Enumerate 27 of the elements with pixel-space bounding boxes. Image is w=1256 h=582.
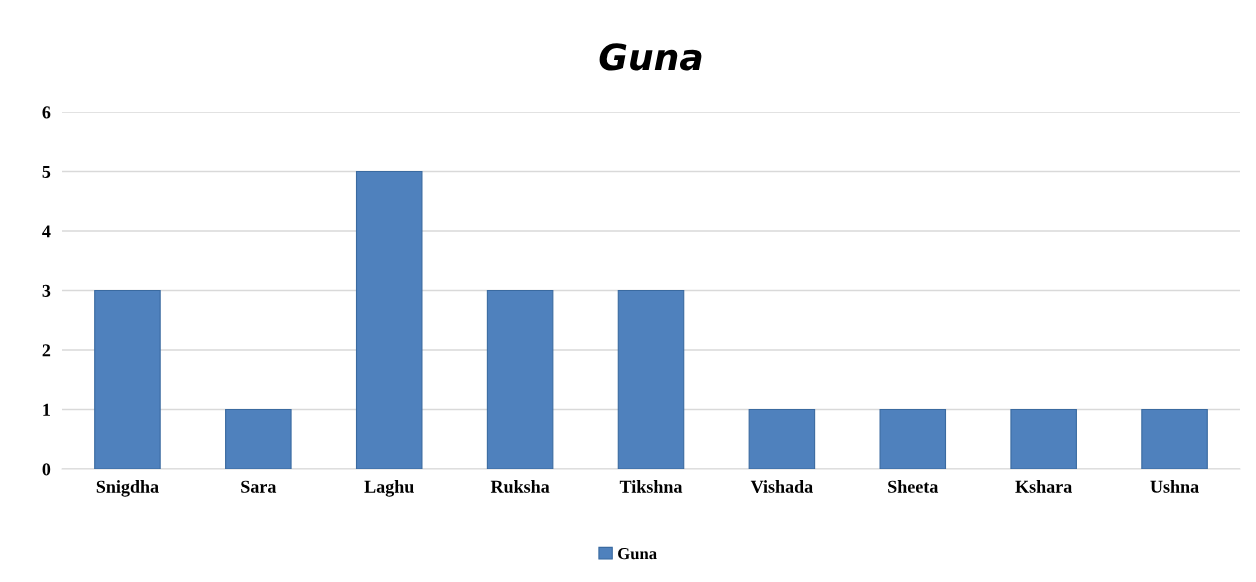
x-tick-label: Kshara	[1015, 480, 1072, 493]
bar	[486, 289, 554, 469]
x-tick-label: Snigdha	[96, 480, 159, 497]
legend-label: Guna	[618, 548, 657, 560]
x-tick-label: Tikshna	[619, 480, 683, 493]
bar	[225, 408, 292, 469]
bar	[879, 408, 947, 469]
y-tick-label: 1	[43, 403, 50, 416]
x-tick-label: Vishada	[750, 480, 813, 493]
x-tick-label: Ushna	[1150, 480, 1199, 493]
y-tick-label: 3	[42, 284, 51, 297]
bar	[94, 289, 161, 469]
x-tick-label: Sheeta	[888, 480, 939, 493]
y-tick-label: 0	[42, 463, 51, 476]
x-tick-label: Sara	[241, 480, 277, 493]
bar	[1010, 408, 1077, 469]
y-tick-label: 5	[42, 165, 51, 178]
bar	[617, 289, 685, 469]
bar	[1141, 408, 1208, 469]
bar	[748, 408, 816, 469]
bar	[355, 170, 423, 469]
x-tick-label: Ruksha	[490, 480, 550, 493]
chart-title: Guna	[599, 43, 702, 71]
y-tick-label: 6	[42, 106, 51, 119]
y-tick-label: 2	[42, 344, 51, 357]
y-tick-label: 4	[42, 225, 51, 238]
x-tick-label: Laghu	[364, 480, 414, 497]
